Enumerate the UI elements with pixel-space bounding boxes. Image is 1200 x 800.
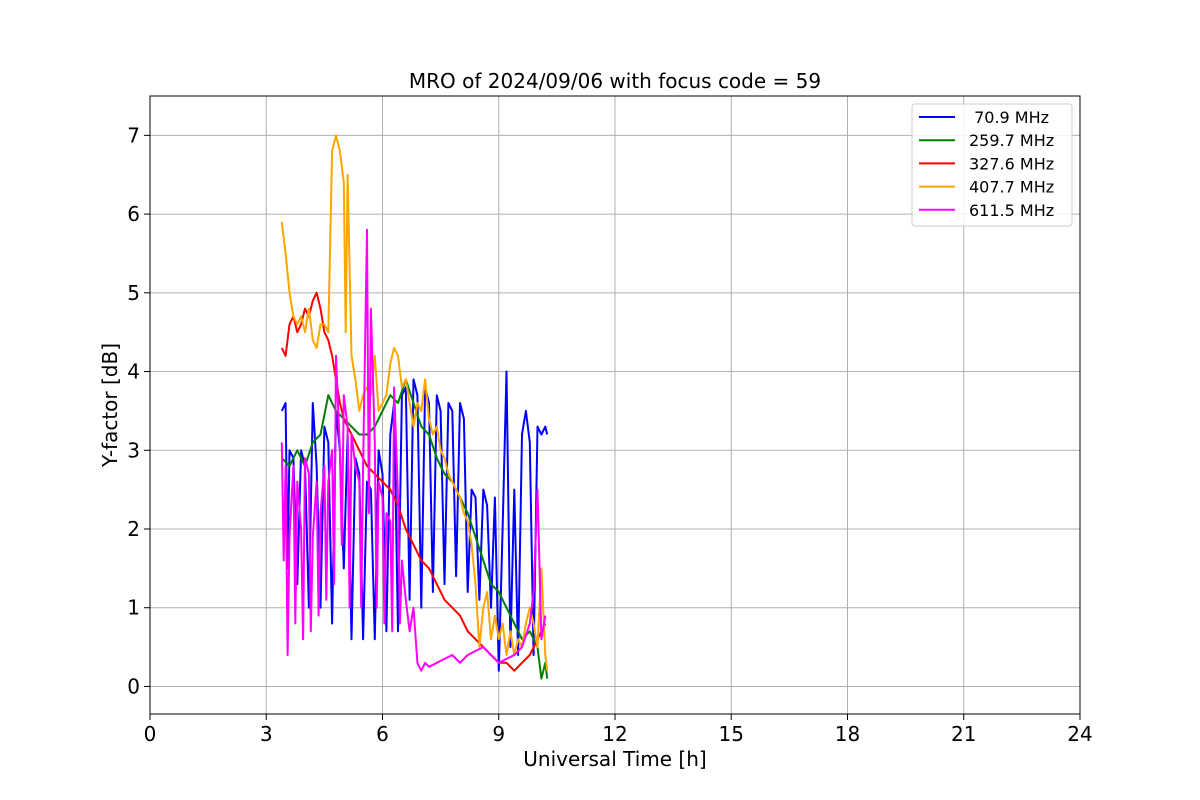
legend-label-2: 327.6 MHz [969, 154, 1054, 173]
y-tick-label: 4 [127, 360, 140, 384]
series-line-1 [281, 378, 549, 680]
x-tick-label: 24 [1067, 722, 1092, 746]
series-line-4 [280, 228, 547, 672]
y-axis-label: Y-factor [dB] [98, 343, 122, 468]
x-tick-label: 9 [492, 722, 505, 746]
x-axis-ticks: 0 3 6 9 12 15 18 21 24 [144, 714, 1093, 746]
x-tick-label: 21 [951, 722, 976, 746]
y-tick-label: 6 [127, 202, 140, 226]
x-tick-label: 12 [602, 722, 627, 746]
y-tick-label: 0 [127, 674, 140, 698]
legend-label-0: 70.9 MHz [969, 108, 1049, 127]
y-tick-label: 2 [127, 517, 140, 541]
x-tick-label: 15 [719, 722, 744, 746]
legend: 70.9 MHz 259.7 MHz 327.6 MHz 407.7 MHz 611.5… [911, 103, 1073, 227]
legend-box [911, 103, 1073, 227]
legend-label-4: 611.5 MHz [969, 201, 1054, 220]
x-tick-label: 0 [144, 722, 157, 746]
x-axis-label: Universal Time [h] [523, 747, 706, 771]
y-tick-label: 1 [127, 596, 140, 620]
series-line-3 [280, 134, 549, 671]
x-tick-label: 18 [835, 722, 860, 746]
plot-series [280, 134, 549, 680]
x-tick-label: 6 [376, 722, 389, 746]
chart-title: MRO of 2024/09/06 with focus code = 59 [409, 69, 821, 93]
y-tick-label: 7 [127, 123, 140, 147]
legend-label-3: 407.7 MHz [969, 178, 1054, 197]
x-tick-label: 3 [260, 722, 273, 746]
y-tick-label: 3 [127, 438, 140, 462]
y-tick-label: 5 [127, 281, 140, 305]
y-axis-ticks: 0 1 2 3 4 5 6 7 [127, 123, 150, 698]
legend-label-1: 259.7 MHz [969, 131, 1054, 150]
